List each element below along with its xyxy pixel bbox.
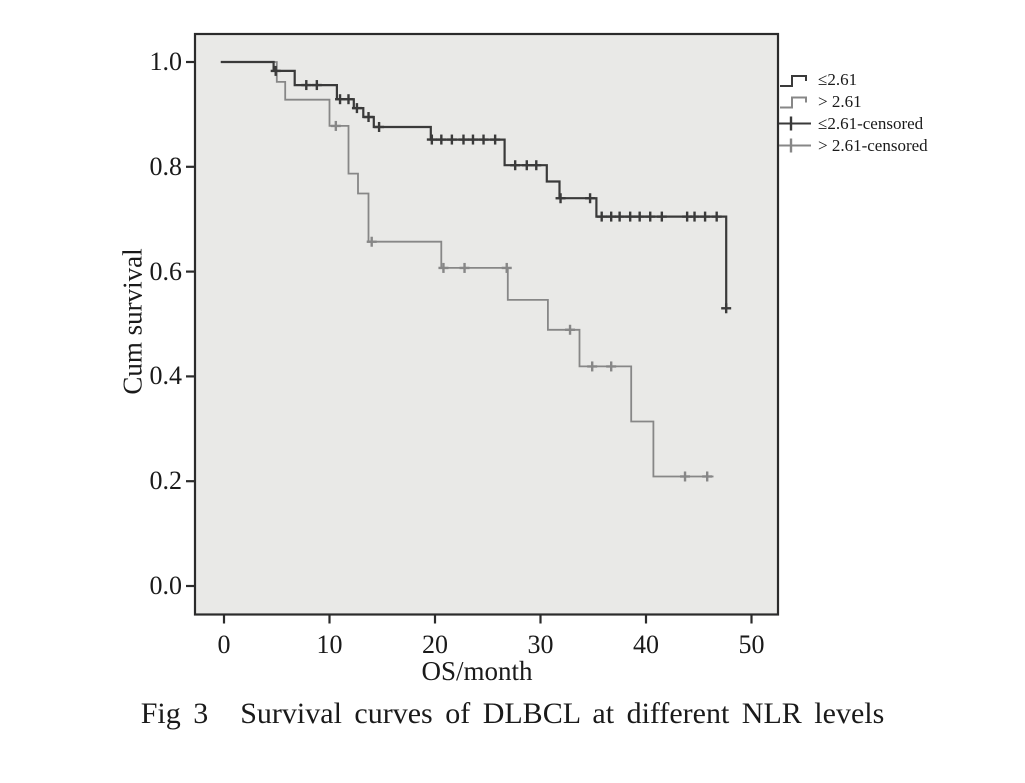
figure-caption: Fig 3 Survival curves of DLBCL at differe…	[0, 697, 1025, 731]
y-tick-label: 0.4	[149, 361, 183, 391]
x-tick-label: 0	[217, 630, 231, 659]
y-axis-title: Cum survival	[117, 248, 148, 395]
x-tick-label: 10	[316, 630, 343, 659]
legend-step-symbol	[780, 75, 807, 87]
caption-text: Survival curves of DLBCL at different NL…	[240, 697, 885, 730]
x-tick-label: 50	[738, 630, 765, 659]
y-tick-label: 0.6	[149, 256, 183, 286]
y-tick-label: 1.0	[149, 47, 183, 76]
y-tick-label: 0.8	[149, 151, 183, 181]
legend-step-symbol	[780, 96, 807, 109]
legend-entry-label: > 2.61-censored	[818, 135, 928, 155]
caption-number: Fig 3	[140, 697, 209, 730]
x-tick-label: 30	[527, 630, 554, 659]
legend-entry-label: ≤2.61	[818, 70, 858, 89]
x-tick-label: 20	[422, 630, 448, 659]
legend-entry-label: ≤2.61-censored	[818, 113, 924, 133]
km-curve	[220, 61, 714, 478]
y-tick-label: 0.2	[149, 466, 183, 496]
legend-entry-label: > 2.61	[818, 91, 862, 111]
x-axis-title: OS/month	[421, 656, 533, 686]
plot-area	[193, 32, 780, 616]
x-tick-label: 40	[633, 630, 659, 659]
y-tick-label: 0.0	[149, 571, 183, 600]
